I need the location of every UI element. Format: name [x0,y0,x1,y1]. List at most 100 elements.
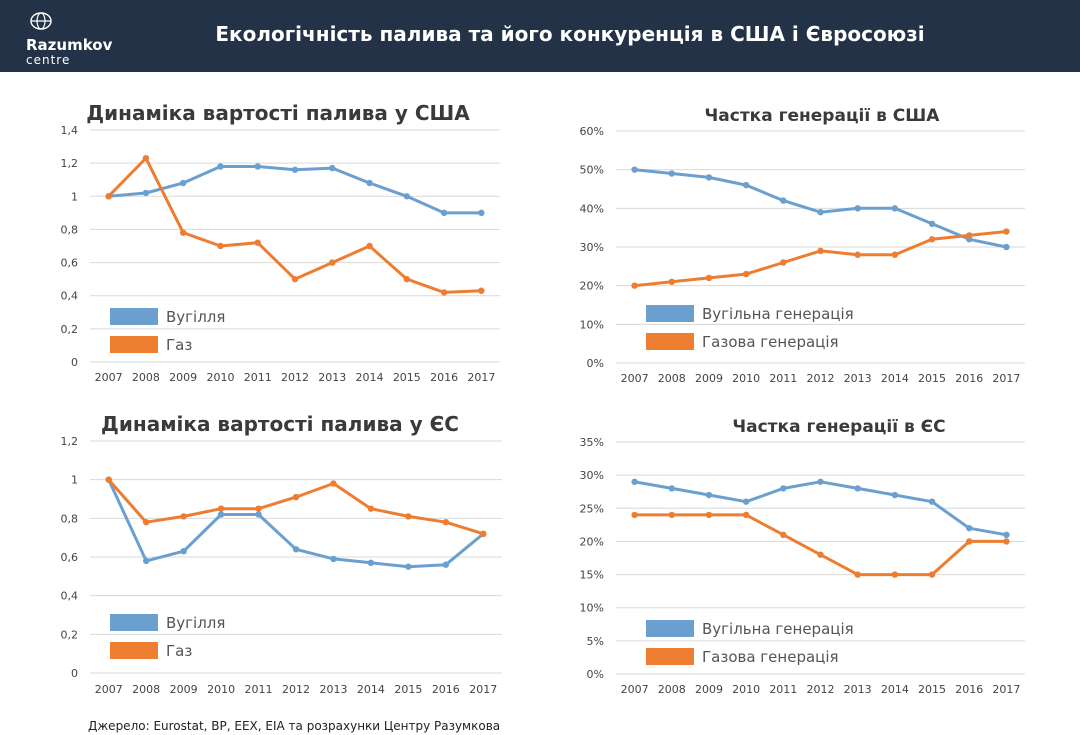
chart1-ytick-label: 0 [71,356,78,369]
chart4-xtick-label: 2015 [918,683,946,696]
chart1-coal-point [254,163,261,170]
chart2-xtick-label: 2011 [769,372,797,385]
chart3-coal-line [107,478,485,569]
chart3-coal-point [217,511,225,518]
chart2-gas-point [705,274,713,282]
chart4-ytick-label: 10% [580,602,604,615]
chart1-ytick-label: 1,2 [61,157,79,170]
chart1-gas-point [329,259,336,266]
chart2-xtick-label: 2014 [881,372,909,385]
chart2-legend-swatch-gas [646,333,694,350]
chart4-xtick-label: 2008 [658,683,686,696]
chart2-xtick-label: 2013 [844,372,872,385]
chart3-gas-point [217,505,225,512]
chart2-gas-point [854,251,861,258]
chart2-coal-point [742,181,750,189]
chart3-gas-point [255,505,262,512]
chart4-gas-point [817,551,824,558]
chart1-gas-point [179,229,187,236]
chart2-ytick-label: 10% [580,318,604,331]
chart2-ytick-label: 50% [580,164,604,177]
chart3-gas-line [107,478,485,536]
chart1-legend-swatch-gas [110,336,158,353]
chart4-title: Частка генерації в ЄС [732,417,945,437]
chart4-xtick-label: 2013 [844,683,872,696]
chart4-xtick-label: 2010 [732,683,760,696]
chart2-gas-point [817,247,824,255]
chart3-ytick-label: 0,6 [61,551,79,564]
chart3-xtick-label: 2017 [469,683,497,696]
chart1-gas-point [254,239,261,246]
chart3-xtick-label: 2007 [95,683,123,696]
chart4-coal-point [631,478,638,485]
chart3-ytick-label: 1 [71,474,78,487]
chart4-xtick-label: 2017 [992,683,1020,696]
chart1-coal-point [478,209,485,217]
chart4-xtick-label: 2011 [769,683,797,696]
chart3-gas-point [105,476,112,483]
chart3-coal-point [330,555,337,563]
chart2-ytick-label: 30% [580,241,604,254]
chart2-gas-point [966,232,973,239]
chart4-gas-point [631,511,638,519]
chart2-ytick-label: 60% [580,125,604,138]
chart4-xtick-label: 2009 [695,683,723,696]
chart3-coal-point [255,511,262,518]
chart1-xtick-label: 2014 [356,371,384,384]
chart2-ytick-label: 0% [587,357,604,370]
chart4-gas-point [966,538,973,545]
chart1-legend-swatch-coal [110,308,158,325]
chart4-gas-point [705,511,713,519]
chart3-legend-label-gas: Газ [166,642,192,660]
chart3-gas-point [367,505,375,512]
header-bar: Razumkov centre Екологічність палива та … [0,0,1080,72]
logo-name: Razumkov [26,36,113,54]
chart4-xtick-label: 2016 [955,683,983,696]
chart3-coal-point [292,546,300,553]
chart1-gas-point [403,275,411,283]
chart2-xtick-label: 2015 [918,372,946,385]
chart3-legend-swatch-gas [110,642,158,659]
chart4-coal-point [742,498,750,505]
chart3-gas-point [142,519,150,526]
chart4-xtick-label: 2007 [621,683,649,696]
chart3-ytick-label: 0,4 [61,590,79,603]
source-note: Джерело: Eurostat, BP, EEX, EIA та розра… [88,719,501,733]
chart1-xtick-label: 2012 [281,371,309,384]
chart1-gas-line [107,156,483,294]
chart4-coal-point [966,524,973,532]
chart1-coal-point [217,163,224,170]
chart2-coal-point [780,197,787,204]
chart1-title: Динаміка вартості палива у США [86,101,470,125]
chart3-ytick-label: 1,2 [61,435,79,448]
chart1-gas-point [142,154,150,162]
chart2-gas-point [668,278,675,285]
chart1-gas-point [440,289,448,296]
chart4-ytick-label: 35% [580,436,604,449]
chart1-ytick-label: 1,4 [61,124,79,137]
chart1-xtick-label: 2007 [95,371,123,384]
chart2-coal-point [817,209,824,216]
chart2-xtick-label: 2017 [992,372,1020,385]
chart1-xtick-label: 2015 [393,371,421,384]
chart4-ytick-label: 25% [580,502,604,515]
chart2-ytick-label: 20% [580,280,604,293]
chart2-xtick-label: 2016 [955,372,983,385]
chart4-xtick-label: 2012 [807,683,835,696]
chart1-coal-point [403,193,411,200]
chart1-coal-line [107,165,483,215]
chart3-coal-point [442,561,450,568]
chart4-gas-point [668,511,675,519]
chart2-gas-point [631,282,638,289]
chart4-coal-point [705,491,713,499]
chart3-legend-swatch-coal [110,614,158,631]
chart1-ytick-label: 1 [71,190,78,203]
chart4-coal-point [817,478,824,485]
chart3-gas-point [292,493,300,501]
chart4-coal-point [780,485,787,492]
chart4-ytick-label: 0% [587,668,604,681]
chart1-xtick-label: 2008 [132,371,160,384]
chart4-coal-point [1003,531,1010,538]
chart3-xtick-label: 2011 [245,683,273,696]
chart3-ytick-label: 0,8 [61,512,79,525]
